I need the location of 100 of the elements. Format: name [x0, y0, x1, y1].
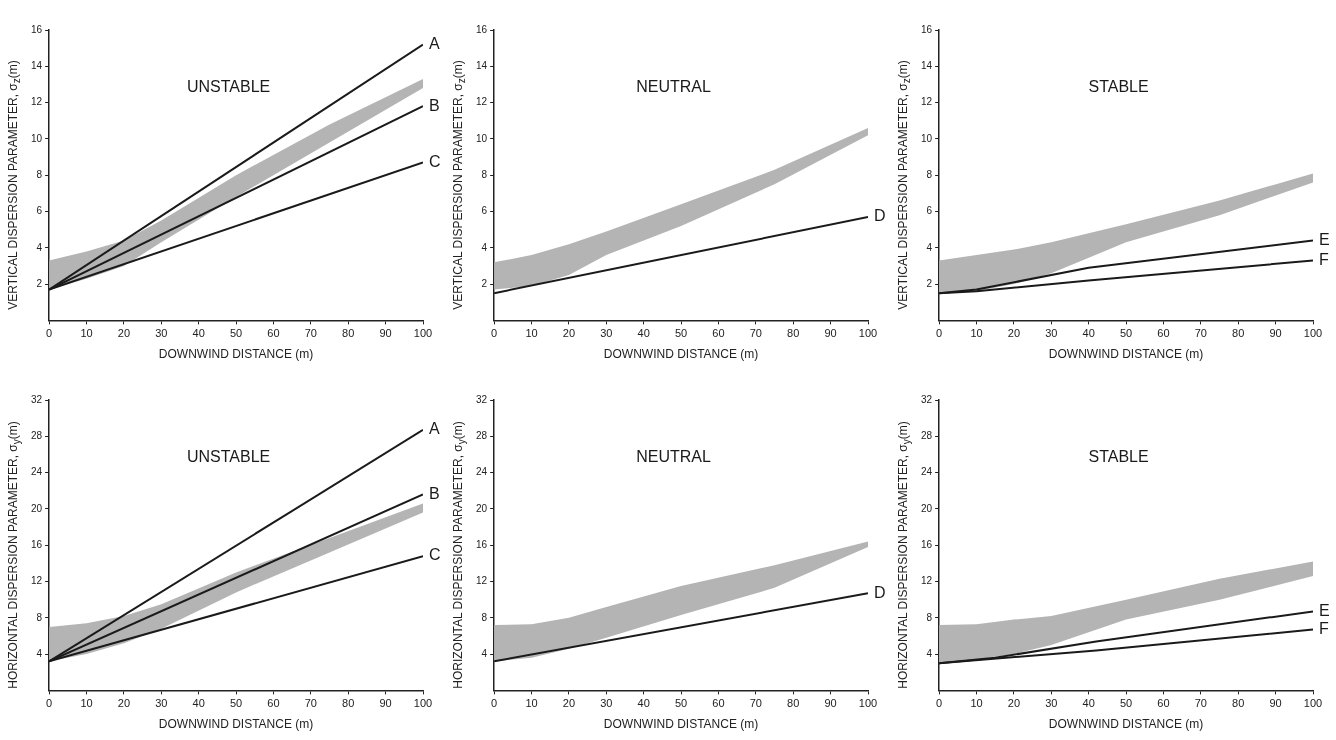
x-tick-label: 40	[637, 327, 650, 340]
x-tick-label: 50	[229, 327, 243, 340]
x-tick-label: 40	[1082, 327, 1095, 340]
x-tick-label: 40	[1082, 697, 1095, 710]
series-label: C	[429, 152, 441, 170]
x-tick-label: 10	[80, 327, 93, 340]
y-tick-label: 2	[36, 277, 43, 289]
x-tick-label: 30	[600, 327, 613, 340]
x-tick-label: 20	[1007, 697, 1021, 710]
y-tick-label: 16	[31, 23, 43, 35]
series-label: A	[429, 420, 440, 438]
y-tick-label: 16	[921, 23, 933, 35]
y-tick-label: 10	[476, 132, 488, 144]
y-tick-label: 12	[476, 575, 488, 587]
x-tick-label: 50	[1119, 697, 1133, 710]
series-label: C	[429, 546, 441, 564]
x-tick-label: 20	[117, 327, 131, 340]
series-label: B	[429, 96, 440, 114]
x-tick-label: 70	[1194, 327, 1207, 340]
y-tick-label: 28	[31, 430, 43, 442]
y-tick-label: 12	[31, 575, 43, 587]
series-label: F	[1319, 250, 1329, 268]
x-axis-title: DOWNWIND DISTANCE (m)	[603, 717, 759, 732]
x-tick-label: 90	[379, 327, 392, 340]
series-label: B	[429, 484, 440, 502]
y-tick-label: 16	[921, 538, 933, 550]
y-tick-label: 4	[36, 241, 43, 253]
y-tick-label: 4	[926, 647, 933, 659]
x-tick-label: 60	[712, 327, 725, 340]
x-tick-label: 10	[970, 327, 983, 340]
x-tick-label: 0	[46, 327, 53, 340]
y-tick-label: 8	[481, 168, 488, 180]
y-tick-label: 24	[476, 466, 488, 478]
y-tick-label: 20	[476, 502, 488, 514]
x-tick-label: 10	[80, 697, 93, 710]
y-tick-label: 24	[31, 466, 43, 478]
x-tick-label: 30	[1045, 327, 1058, 340]
y-tick-label: 10	[31, 132, 43, 144]
x-tick-label: 70	[304, 697, 317, 710]
series-label: A	[429, 34, 440, 52]
text: UNSTABLE	[186, 78, 271, 96]
y-tick-label: 14	[31, 60, 43, 72]
x-axis-title: DOWNWIND DISTANCE (m)	[1048, 347, 1204, 362]
y-tick-label: 4	[481, 647, 488, 659]
series-label: E	[1319, 601, 1330, 619]
x-tick-label: 100	[1303, 327, 1323, 340]
y-tick-label: 8	[481, 611, 488, 623]
x-tick-label: 60	[267, 697, 280, 710]
y-tick-label: 4	[36, 647, 43, 659]
x-tick-label: 60	[267, 327, 280, 340]
y-tick-label: 6	[481, 205, 488, 217]
x-tick-label: 100	[413, 327, 433, 340]
y-tick-label: 28	[476, 430, 488, 442]
x-tick-label: 80	[1232, 327, 1245, 340]
series-label: F	[1319, 620, 1329, 637]
x-tick-label: 90	[1269, 327, 1282, 340]
y-tick-label: 14	[476, 60, 488, 72]
x-tick-label: 0	[491, 327, 498, 340]
series-label: D	[874, 583, 886, 601]
x-tick-label: 100	[858, 327, 878, 340]
y-tick-label: 24	[921, 466, 933, 478]
text: STABLE	[1088, 78, 1149, 96]
x-tick-label: 100	[858, 697, 878, 710]
x-tick-label: 40	[192, 697, 205, 710]
x-tick-label: 80	[342, 327, 355, 340]
y-tick-label: 32	[921, 393, 933, 405]
x-tick-label: 60	[712, 697, 725, 710]
x-tick-label: 20	[117, 697, 131, 710]
y-tick-label: 12	[921, 96, 933, 108]
y-tick-label: 12	[921, 575, 933, 587]
x-tick-label: 30	[155, 697, 168, 710]
y-tick-label: 32	[476, 393, 488, 405]
x-tick-label: 80	[787, 327, 800, 340]
text: NEUTRAL	[636, 448, 712, 466]
x-tick-label: 40	[192, 327, 205, 340]
y-tick-label: 6	[926, 205, 933, 217]
y-tick-label: 4	[481, 241, 488, 253]
x-tick-label: 70	[1194, 697, 1207, 710]
x-tick-label: 40	[637, 697, 650, 710]
y-tick-label: 14	[921, 60, 933, 72]
y-tick-label: 16	[31, 538, 43, 550]
y-tick-label: 28	[921, 430, 933, 442]
x-tick-label: 20	[1007, 327, 1021, 340]
x-tick-label: 0	[936, 697, 943, 710]
text: UNSTABLE	[186, 448, 271, 466]
x-tick-label: 50	[674, 327, 688, 340]
y-tick-label: 16	[476, 538, 488, 550]
x-tick-label: 0	[46, 697, 53, 710]
x-tick-label: 20	[562, 697, 576, 710]
x-axis-title: DOWNWIND DISTANCE (m)	[603, 347, 759, 362]
x-tick-label: 50	[674, 697, 688, 710]
x-tick-label: 80	[342, 697, 355, 710]
x-tick-label: 80	[1232, 697, 1245, 710]
x-axis-title: DOWNWIND DISTANCE (m)	[158, 347, 314, 362]
text: STABLE	[1088, 448, 1149, 466]
y-tick-label: 10	[921, 132, 933, 144]
x-tick-label: 30	[600, 697, 613, 710]
y-tick-label: 2	[481, 277, 488, 289]
x-tick-label: 90	[1269, 697, 1282, 710]
x-tick-label: 90	[379, 697, 392, 710]
